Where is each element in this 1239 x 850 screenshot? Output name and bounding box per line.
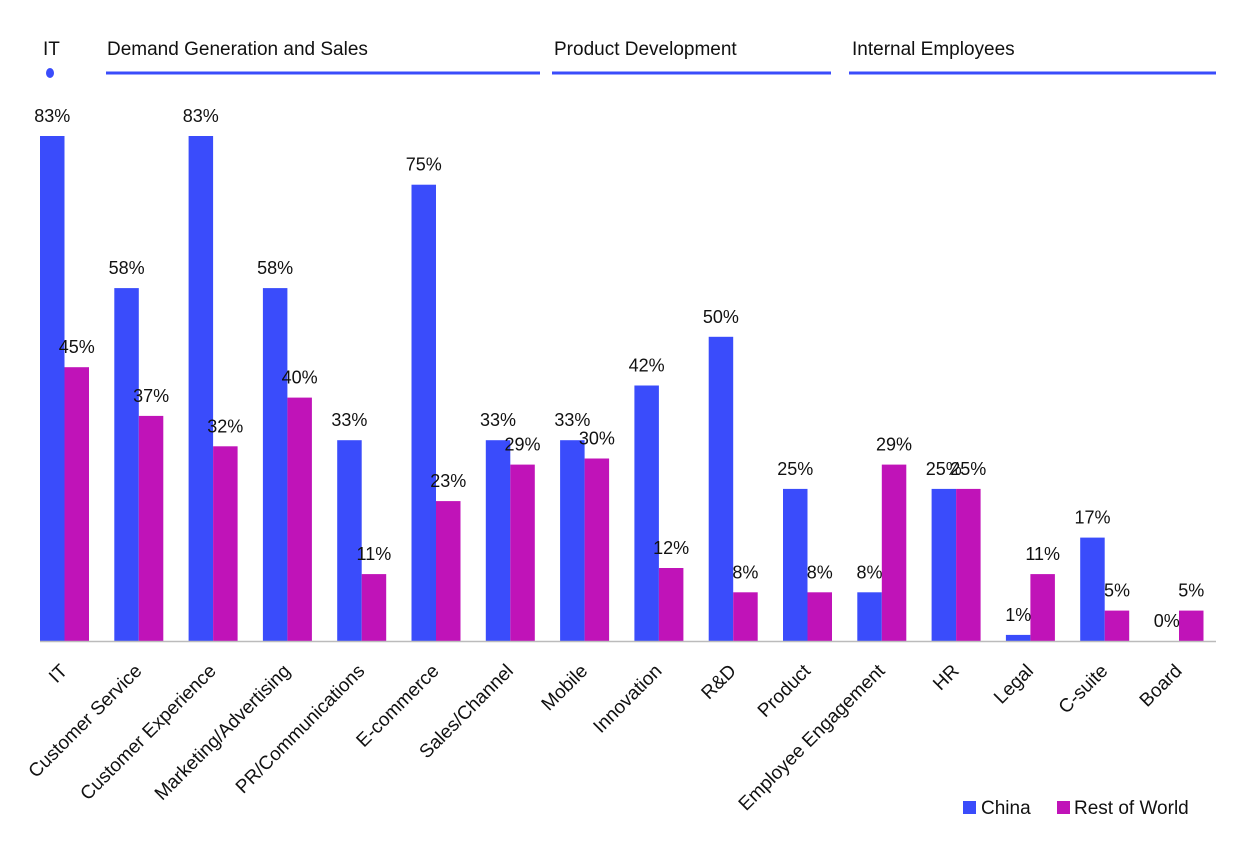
bar-rest-of-world-product [807,592,832,641]
tick-label-innovation: Innovation [590,661,667,738]
bar-rest-of-world-marketing-advertising [287,397,312,641]
legend-swatch-rest-of-world [1057,801,1070,814]
value-label-china-randd: 50% [703,307,739,327]
group-marker-it [46,68,54,78]
bar-rest-of-world-employee-engagement [881,464,907,641]
tick-label-hr: HR [929,661,963,695]
value-label-rest-of-world-legal: 11% [1025,544,1060,564]
bar-rest-of-world-legal [1030,574,1055,641]
group-header-it: IT [43,39,60,60]
bar-china-customer-service [114,288,139,641]
value-label-china-e-commerce: 75% [406,155,442,175]
bar-china-pr-communications [337,440,362,641]
value-label-china-it: 83% [34,106,70,126]
bar-rest-of-world-it [64,367,89,641]
bar-china-employee-engagement [857,592,882,641]
bar-rest-of-world-innovation [658,568,684,641]
legend-label-rest-of-world: Rest of World [1074,798,1189,819]
value-label-china-employee-engagement: 8% [856,562,882,582]
group-header-internal-employees: Internal Employees [852,39,1015,60]
bar-china-randd [708,336,734,641]
tick-label-legal: Legal [990,661,1038,709]
value-label-china-c-suite: 17% [1074,508,1110,528]
value-label-rest-of-world-board: 5% [1178,581,1204,601]
value-label-rest-of-world-it: 45% [59,337,95,357]
legend-label-china: China [981,798,1031,819]
value-label-china-legal: 1% [1005,605,1031,625]
value-label-rest-of-world-marketing-advertising: 40% [282,368,318,388]
value-label-rest-of-world-c-suite: 5% [1104,581,1130,601]
bar-rest-of-world-hr [956,488,981,641]
value-label-rest-of-world-pr-communications: 11% [357,544,392,564]
bar-china-e-commerce [411,184,436,641]
bar-rest-of-world-customer-experience [213,446,238,641]
bar-rest-of-world-customer-service [138,415,164,641]
bar-china-mobile [560,440,585,641]
bar-rest-of-world-sales-channel [510,464,535,641]
group-header-product-development: Product Development [554,39,737,60]
value-label-china-innovation: 42% [629,356,665,376]
value-label-rest-of-world-mobile: 30% [579,429,615,449]
value-label-china-mobile: 33% [554,410,590,430]
group-headers: IT Demand Generation and Sales Product Dev… [43,39,1216,78]
value-label-china-product: 25% [777,459,813,479]
value-label-china-pr-communications: 33% [331,410,367,430]
tick-label-employee-engagement: Employee Engagement [735,660,890,815]
bar-rest-of-world-board [1179,610,1204,641]
value-label-rest-of-world-customer-experience: 32% [207,416,243,436]
value-label-rest-of-world-employee-engagement: 29% [876,435,912,455]
value-label-china-marketing-advertising: 58% [257,258,293,278]
bar-rest-of-world-mobile [584,458,610,641]
bar-rest-of-world-randd [733,592,758,641]
value-label-rest-of-world-product: 8% [807,562,833,582]
tick-label-marketing-advertising: Marketing/Advertising [151,661,295,805]
value-label-china-customer-experience: 83% [183,106,219,126]
bar-china-product [783,488,808,641]
value-label-rest-of-world-hr: 25% [950,459,986,479]
tick-label-c-suite: C-suite [1055,661,1112,718]
bars [40,136,1204,641]
value-label-china-hr: 25% [926,459,962,479]
bar-china-customer-experience [188,136,214,641]
bar-rest-of-world-c-suite [1104,610,1130,641]
legend: China Rest of World [963,798,1189,819]
value-label-china-sales-channel: 33% [480,410,516,430]
tick-label-randd: R&D [698,661,741,704]
legend-swatch-china [963,801,976,814]
value-label-rest-of-world-innovation: 12% [653,538,689,558]
value-label-rest-of-world-sales-channel: 29% [504,435,540,455]
tick-label-customer-experience: Customer Experience [77,661,221,805]
bar-china-hr [931,488,957,641]
value-labels: 83% 45% 58% 37% 83% 32% 58% 40% 33% 11% 75% 23% 33% 2… [34,106,1204,631]
tick-label-board: Board [1136,661,1187,712]
bar-china-c-suite [1080,537,1105,641]
value-label-china-customer-service: 58% [109,258,145,278]
bar-rest-of-world-pr-communications [361,574,387,641]
tick-label-product: Product [754,660,816,722]
bar-china-sales-channel [485,440,511,641]
bar-china-it [40,136,65,641]
value-label-rest-of-world-customer-service: 37% [133,386,169,406]
value-label-rest-of-world-randd: 8% [732,562,758,582]
group-header-demand-generation-and-sales: Demand Generation and Sales [107,39,368,60]
value-label-china-board: 0% [1154,611,1180,631]
tick-label-pr-communications: PR/Communications [232,661,369,798]
bar-china-marketing-advertising [262,288,288,641]
bar-rest-of-world-e-commerce [436,501,461,641]
value-label-rest-of-world-e-commerce: 23% [430,471,466,491]
tick-label-it: IT [45,660,72,687]
tick-label-mobile: Mobile [538,661,592,715]
bar-china-innovation [634,385,659,641]
bar-china-legal [1005,634,1031,641]
